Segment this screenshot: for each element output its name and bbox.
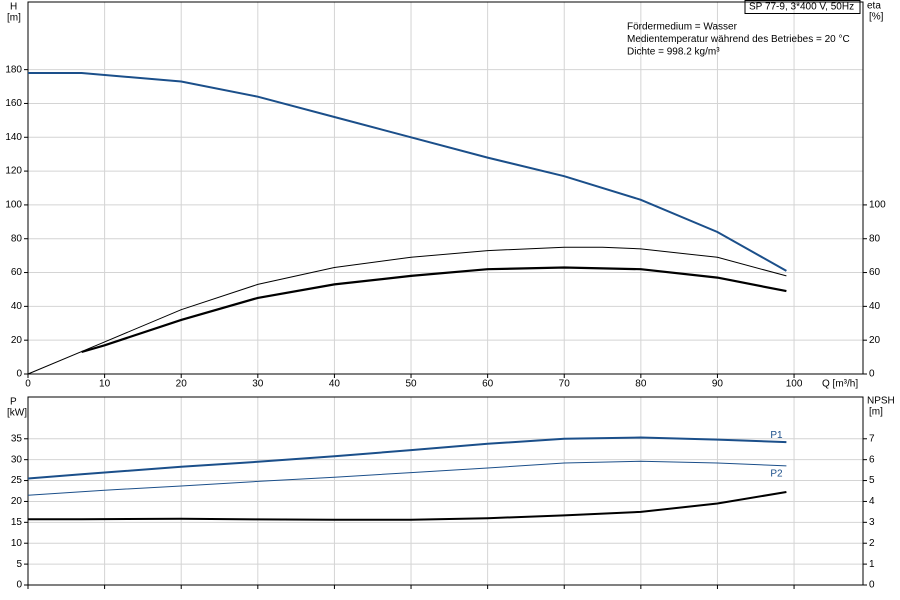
y2-tick-label: 80 — [869, 233, 881, 244]
y-tick-label: 0 — [16, 580, 22, 591]
x-tick-label: 20 — [176, 379, 188, 390]
y2-tick-label: 4 — [869, 496, 875, 507]
y2-axis-label: NPSH — [867, 396, 895, 407]
plot-frame — [27, 1, 864, 375]
x-tick-label: 90 — [712, 379, 724, 390]
y2-tick-label: 60 — [869, 267, 881, 278]
y2-axis-unit: [%] — [869, 12, 884, 23]
title-box — [744, 0, 861, 14]
x-tick-label: 70 — [559, 379, 571, 390]
y-tick-label: 15 — [11, 517, 23, 528]
chart-title: SP 77-9, 3*400 V, 50Hz — [749, 2, 854, 13]
y-tick-label: 0 — [16, 369, 22, 380]
y2-tick-label: 0 — [869, 369, 875, 380]
y-tick-label: 10 — [11, 538, 23, 549]
x-tick-label: 100 — [786, 379, 803, 390]
y-tick-label: 120 — [5, 166, 22, 177]
note: Medientemperatur während des Betriebes =… — [627, 34, 850, 45]
y2-axis-unit: [m] — [869, 407, 883, 418]
y-tick-label: 5 — [16, 559, 22, 570]
y-tick-label: 35 — [11, 433, 23, 444]
y-tick-label: 140 — [5, 132, 22, 143]
y-tick-label: 40 — [11, 301, 23, 312]
y-tick-label: 60 — [11, 267, 23, 278]
y-tick-label: 25 — [11, 475, 23, 486]
x-tick-label: 40 — [329, 379, 341, 390]
y-tick-label: 180 — [5, 64, 22, 75]
y-tick-label: 100 — [5, 200, 22, 211]
y2-axis-label: eta — [867, 1, 881, 12]
x-tick-label: 50 — [405, 379, 417, 390]
y-axis-label: H — [10, 2, 17, 13]
plot-frame — [27, 396, 864, 586]
y-axis-unit: [m] — [7, 13, 21, 24]
curve — [28, 72, 787, 272]
y2-tick-label: 100 — [869, 200, 886, 211]
y2-tick-label: 6 — [869, 454, 875, 465]
y-tick-label: 30 — [11, 454, 23, 465]
curve — [27, 246, 787, 375]
y-tick-label: 20 — [11, 335, 23, 346]
y2-tick-label: 7 — [869, 433, 875, 444]
y-axis-unit: [kW] — [7, 408, 27, 419]
x-tick-label: 80 — [635, 379, 647, 390]
x-tick-label: 10 — [99, 379, 111, 390]
y-tick-label: 80 — [11, 233, 23, 244]
x-axis-label: Q [m³/h] — [822, 379, 858, 390]
x-tick-label: 60 — [482, 379, 494, 390]
note: Dichte = 998.2 kg/m³ — [627, 47, 720, 58]
y2-tick-label: 0 — [869, 580, 875, 591]
note: Fördermedium = Wasser — [627, 22, 738, 33]
y2-tick-label: 40 — [869, 301, 881, 312]
y-tick-label: 160 — [5, 98, 22, 109]
x-tick-label: 0 — [25, 379, 31, 390]
y-tick-label: 20 — [11, 496, 23, 507]
curve-label: P2 — [770, 469, 783, 480]
curve — [81, 266, 787, 354]
curve — [27, 436, 787, 480]
y2-tick-label: 20 — [869, 335, 881, 346]
curve-label: P1 — [770, 430, 783, 441]
curve — [27, 460, 787, 496]
y2-tick-label: 3 — [869, 517, 875, 528]
y2-tick-label: 2 — [869, 538, 875, 549]
curve — [28, 491, 787, 521]
x-tick-label: 30 — [252, 379, 264, 390]
y2-tick-label: 1 — [869, 559, 875, 570]
y2-tick-label: 5 — [869, 475, 875, 486]
y-axis-label: P — [10, 397, 17, 408]
